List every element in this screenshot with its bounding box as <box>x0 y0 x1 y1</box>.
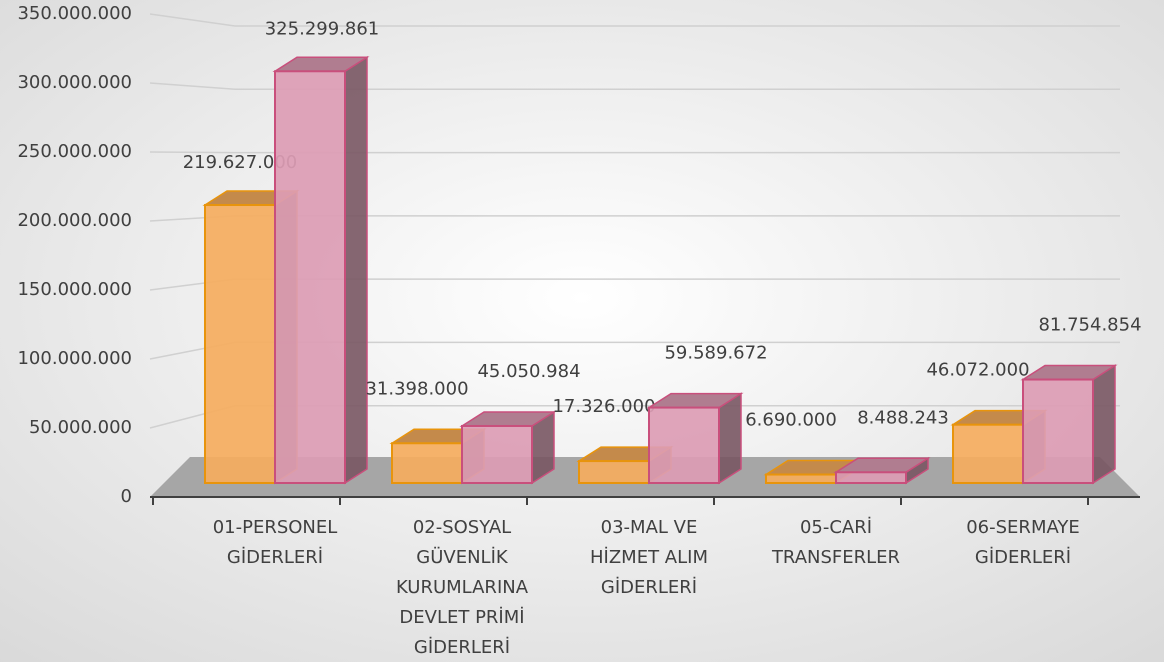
data-label: 219.627.000 <box>183 152 298 173</box>
bar <box>204 204 276 485</box>
bar <box>461 424 533 485</box>
y-tick-label: 300.000.000 <box>17 72 132 93</box>
bar-side <box>1092 364 1116 485</box>
data-label: 59.589.672 <box>664 343 767 364</box>
x-tick-label: GÜVENLİK <box>416 546 509 568</box>
bar <box>1022 378 1094 485</box>
x-tick-label: HİZMET ALIM <box>590 547 708 568</box>
grid-line <box>149 151 1120 154</box>
grid-line <box>149 82 1120 91</box>
data-label: 31.398.000 <box>365 378 468 399</box>
data-label: 17.326.000 <box>552 396 655 417</box>
bar <box>578 460 650 484</box>
x-tick-label: 01-PERSONEL <box>213 517 338 538</box>
x-tick-label: 05-CARİ <box>800 517 872 538</box>
y-tick-label: 100.000.000 <box>17 348 132 369</box>
data-label: 6.690.000 <box>745 410 837 431</box>
bar <box>391 442 463 484</box>
bar <box>648 406 720 485</box>
x-tick-label: GİDERLERİ <box>414 637 510 658</box>
bar <box>952 423 1024 484</box>
data-label: 45.050.984 <box>477 361 580 382</box>
y-tick-label: 150.000.000 <box>17 279 132 300</box>
x-tick-label: 02-SOSYAL <box>413 517 511 538</box>
x-tick-label: KURUMLARINA <box>396 577 529 598</box>
y-tick-label: 0 <box>121 486 132 507</box>
grid-line <box>149 13 1120 27</box>
bar <box>835 471 907 485</box>
data-label: 8.488.243 <box>857 407 949 428</box>
y-tick-label: 200.000.000 <box>17 210 132 231</box>
bar <box>765 473 837 485</box>
x-tick-label: TRANSFERLER <box>771 547 900 568</box>
x-tick-label: DEVLET PRİMİ <box>399 607 524 628</box>
data-label: 46.072.000 <box>926 360 1029 381</box>
x-tick-label: 06-SERMAYE <box>966 517 1080 538</box>
y-tick-label: 50.000.000 <box>29 417 132 438</box>
y-tick-label: 250.000.000 <box>17 141 132 162</box>
y-tick-label: 350.000.000 <box>17 3 132 24</box>
bar-side <box>344 55 368 485</box>
x-tick-label: 03-MAL VE <box>601 517 698 538</box>
bar-side <box>718 392 742 485</box>
x-tick-label: GİDERLERİ <box>601 577 697 598</box>
x-tick-label: GİDERLERİ <box>975 547 1071 568</box>
data-label: 325.299.861 <box>265 18 380 39</box>
x-tick-label: GİDERLERİ <box>227 547 323 568</box>
bar <box>274 70 346 485</box>
data-label: 81.754.854 <box>1038 315 1141 336</box>
